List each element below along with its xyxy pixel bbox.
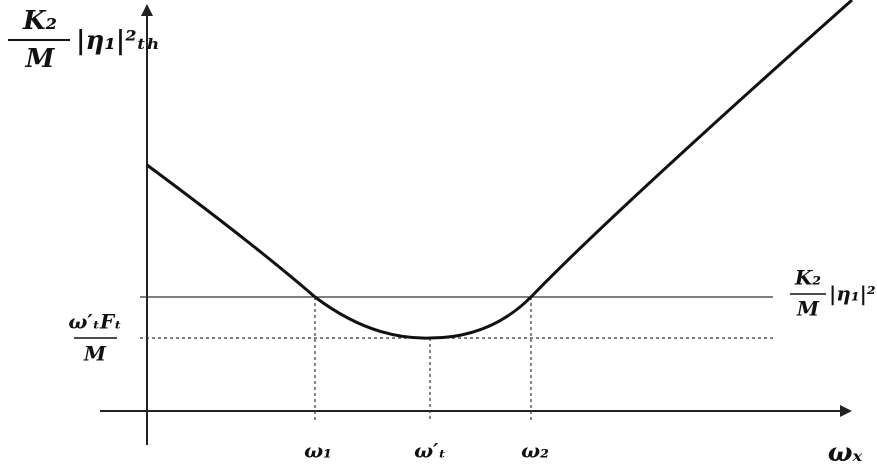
x-mark-label: ω₁: [304, 439, 332, 463]
level-denominator: M: [796, 297, 820, 321]
level-numerator: K₂: [794, 266, 821, 290]
y-label-factor: |η₁|²ₜₕ: [76, 26, 160, 56]
level-denominator: M: [83, 342, 107, 366]
y-label-denominator: M: [25, 44, 56, 74]
level-numerator: ω′ₜFₜ: [68, 310, 121, 334]
x-mark-label: ω₂: [521, 439, 549, 463]
level-factor: |η₁|²: [829, 282, 876, 306]
x-label: ωₓ: [828, 438, 863, 467]
threshold-curve: [146, 0, 853, 340]
y-label-numerator: K₂: [22, 6, 57, 36]
x-mark-label: ω′ₜ: [414, 439, 446, 463]
